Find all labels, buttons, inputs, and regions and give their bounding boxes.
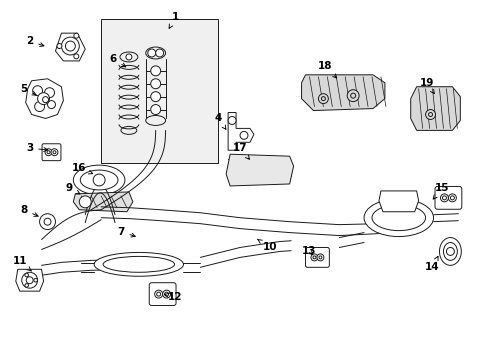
Circle shape (155, 49, 163, 57)
Circle shape (44, 218, 51, 225)
Circle shape (25, 284, 28, 287)
Circle shape (38, 93, 49, 105)
FancyBboxPatch shape (305, 247, 328, 267)
Circle shape (57, 44, 62, 49)
Bar (101, 19, 218, 163)
FancyBboxPatch shape (149, 283, 176, 306)
Text: 15: 15 (432, 183, 449, 199)
Polygon shape (228, 113, 253, 150)
Text: 14: 14 (425, 256, 439, 272)
Circle shape (33, 86, 42, 96)
Text: 17: 17 (232, 143, 249, 159)
Ellipse shape (443, 243, 456, 260)
Circle shape (61, 37, 79, 55)
Circle shape (79, 196, 91, 208)
Circle shape (74, 54, 79, 59)
Ellipse shape (439, 238, 460, 265)
Polygon shape (225, 154, 293, 186)
Text: 12: 12 (164, 292, 183, 302)
Circle shape (346, 90, 358, 102)
Circle shape (126, 54, 132, 60)
Polygon shape (55, 33, 85, 61)
Ellipse shape (80, 170, 118, 190)
Text: 6: 6 (109, 54, 125, 67)
Circle shape (318, 94, 327, 104)
Text: 3: 3 (26, 143, 48, 153)
Circle shape (425, 109, 435, 120)
Circle shape (26, 277, 33, 284)
Text: 18: 18 (318, 61, 336, 78)
Circle shape (34, 278, 38, 282)
Circle shape (446, 247, 453, 255)
Ellipse shape (73, 165, 124, 195)
Text: 13: 13 (302, 247, 316, 256)
Circle shape (163, 290, 170, 298)
Polygon shape (73, 192, 133, 212)
Ellipse shape (364, 199, 433, 237)
Circle shape (316, 254, 323, 261)
Ellipse shape (94, 252, 183, 276)
Circle shape (150, 79, 161, 89)
Circle shape (150, 66, 161, 76)
Text: 7: 7 (117, 226, 135, 237)
Polygon shape (301, 75, 384, 111)
Polygon shape (378, 191, 418, 212)
Circle shape (240, 131, 247, 139)
Circle shape (150, 92, 161, 102)
Text: 2: 2 (26, 36, 44, 46)
Ellipse shape (103, 256, 174, 272)
Text: 5: 5 (20, 84, 36, 95)
Polygon shape (26, 79, 63, 118)
Circle shape (35, 102, 44, 112)
Text: 4: 4 (214, 113, 225, 129)
Text: 9: 9 (66, 183, 80, 194)
Text: 11: 11 (13, 256, 31, 271)
Circle shape (228, 117, 236, 125)
Text: 8: 8 (20, 205, 38, 216)
Ellipse shape (371, 205, 425, 231)
Circle shape (447, 194, 455, 202)
Text: 16: 16 (72, 163, 92, 174)
Circle shape (74, 33, 79, 38)
Circle shape (40, 214, 55, 230)
Circle shape (47, 100, 55, 109)
Text: 19: 19 (419, 78, 433, 94)
Text: 10: 10 (257, 239, 277, 252)
Circle shape (154, 290, 163, 298)
Circle shape (45, 149, 52, 156)
Circle shape (310, 254, 317, 261)
Text: 1: 1 (169, 12, 179, 28)
Circle shape (150, 105, 161, 114)
Circle shape (21, 272, 38, 288)
Circle shape (93, 174, 105, 186)
Circle shape (44, 88, 54, 98)
Circle shape (51, 149, 58, 156)
Circle shape (25, 273, 28, 277)
Polygon shape (410, 87, 459, 130)
Circle shape (147, 49, 155, 57)
Polygon shape (16, 269, 43, 291)
FancyBboxPatch shape (434, 186, 461, 209)
Circle shape (440, 194, 447, 202)
FancyBboxPatch shape (42, 144, 61, 161)
